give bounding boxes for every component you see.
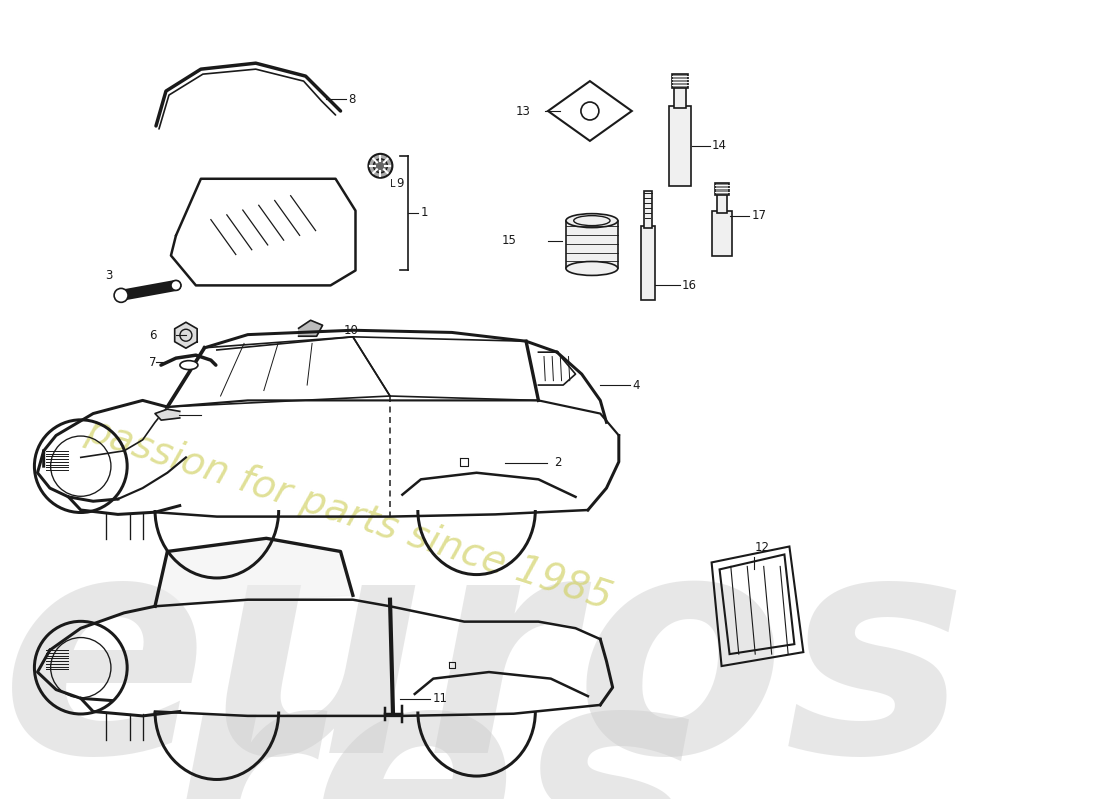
Bar [715, 182, 728, 194]
Bar [672, 74, 688, 88]
Text: 16: 16 [682, 279, 696, 292]
Text: L: L [390, 178, 396, 189]
Text: 11: 11 [432, 693, 448, 706]
Bar [566, 221, 618, 269]
Text: 14: 14 [712, 139, 727, 152]
Polygon shape [175, 322, 197, 348]
Text: 8: 8 [349, 93, 356, 106]
Text: 2: 2 [554, 456, 561, 470]
Polygon shape [155, 409, 179, 420]
Text: passion for parts since 1985: passion for parts since 1985 [81, 411, 617, 618]
Text: 12: 12 [755, 541, 770, 554]
Text: 15: 15 [502, 234, 516, 247]
Polygon shape [298, 320, 322, 336]
Text: 7: 7 [148, 356, 156, 369]
Bar [641, 226, 654, 300]
Circle shape [170, 281, 180, 290]
Text: 1: 1 [420, 206, 428, 219]
Text: 4: 4 [632, 378, 640, 391]
Polygon shape [155, 538, 353, 606]
Circle shape [114, 288, 128, 302]
Text: euros: euros [1, 519, 968, 800]
Ellipse shape [566, 262, 618, 275]
Ellipse shape [566, 214, 618, 228]
Ellipse shape [180, 361, 198, 370]
Text: 13: 13 [515, 105, 530, 118]
Circle shape [373, 159, 387, 173]
Bar [673, 86, 685, 108]
Text: 10: 10 [343, 324, 359, 337]
Bar [669, 106, 691, 186]
Bar [712, 210, 732, 255]
Text: 9: 9 [396, 178, 404, 190]
Text: 17: 17 [751, 209, 767, 222]
Bar [716, 193, 727, 213]
Text: 6: 6 [148, 329, 156, 342]
Text: res: res [161, 649, 701, 800]
Bar [644, 190, 651, 228]
Text: 3: 3 [106, 269, 113, 282]
Circle shape [368, 154, 393, 178]
